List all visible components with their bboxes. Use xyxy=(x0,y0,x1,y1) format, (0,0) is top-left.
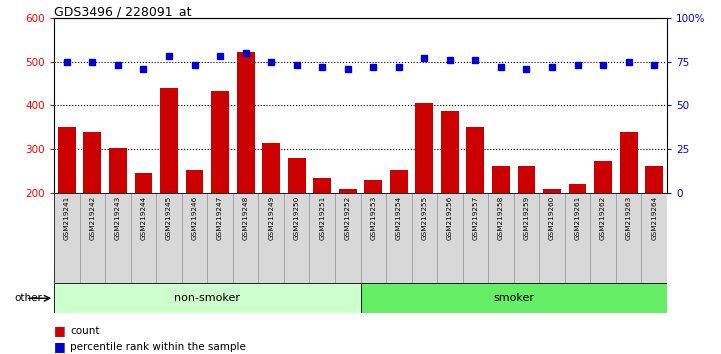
Bar xyxy=(441,110,459,280)
Bar xyxy=(360,193,386,283)
Text: ■: ■ xyxy=(54,325,66,337)
Bar xyxy=(415,103,433,280)
Bar xyxy=(619,132,637,280)
Bar xyxy=(466,127,485,280)
Bar xyxy=(54,193,79,283)
Text: GSM219250: GSM219250 xyxy=(293,196,300,240)
Bar xyxy=(211,91,229,280)
Text: count: count xyxy=(70,326,99,336)
Bar xyxy=(284,193,309,283)
Text: GSM219258: GSM219258 xyxy=(498,196,504,240)
Bar xyxy=(645,166,663,280)
Text: GDS3496 / 228091_at: GDS3496 / 228091_at xyxy=(54,5,192,18)
Bar xyxy=(236,52,255,280)
Bar xyxy=(492,166,510,280)
Text: GSM219251: GSM219251 xyxy=(319,196,325,240)
Bar xyxy=(335,193,360,283)
Bar xyxy=(539,193,565,283)
Text: GSM219243: GSM219243 xyxy=(115,196,121,240)
Bar xyxy=(513,193,539,283)
Text: GSM219242: GSM219242 xyxy=(89,196,95,240)
Bar xyxy=(135,173,152,280)
Bar xyxy=(543,189,561,280)
Bar xyxy=(105,193,131,283)
Bar xyxy=(590,193,616,283)
Bar xyxy=(594,161,612,280)
Bar xyxy=(463,193,488,283)
Bar xyxy=(156,193,182,283)
Bar xyxy=(360,283,667,313)
Text: GSM219249: GSM219249 xyxy=(268,196,274,240)
Bar xyxy=(160,88,178,280)
Bar xyxy=(182,193,208,283)
Bar xyxy=(565,193,590,283)
Text: GSM219245: GSM219245 xyxy=(166,196,172,240)
Text: GSM219256: GSM219256 xyxy=(447,196,453,240)
Bar xyxy=(258,193,284,283)
Text: GSM219255: GSM219255 xyxy=(421,196,428,240)
Bar xyxy=(488,193,514,283)
Bar xyxy=(58,127,76,280)
Text: GSM219257: GSM219257 xyxy=(472,196,479,240)
Bar xyxy=(109,148,127,280)
Bar xyxy=(288,158,306,280)
Bar xyxy=(208,193,233,283)
Bar xyxy=(185,170,203,280)
Bar xyxy=(437,193,463,283)
Bar xyxy=(79,193,105,283)
Text: GSM219244: GSM219244 xyxy=(141,196,146,240)
Bar xyxy=(233,193,258,283)
Text: GSM219248: GSM219248 xyxy=(242,196,249,240)
Text: ■: ■ xyxy=(54,341,66,353)
Text: GSM219241: GSM219241 xyxy=(64,196,70,240)
Bar xyxy=(390,170,408,280)
Text: GSM219259: GSM219259 xyxy=(523,196,529,240)
Text: GSM219254: GSM219254 xyxy=(396,196,402,240)
Bar xyxy=(131,193,156,283)
Bar xyxy=(84,132,102,280)
Bar xyxy=(262,143,280,280)
Bar xyxy=(313,178,331,280)
Text: GSM219247: GSM219247 xyxy=(217,196,223,240)
Bar xyxy=(339,189,357,280)
Text: GSM219260: GSM219260 xyxy=(549,196,555,240)
Text: GSM219262: GSM219262 xyxy=(600,196,606,240)
Text: percentile rank within the sample: percentile rank within the sample xyxy=(70,342,246,352)
Bar xyxy=(386,193,412,283)
Bar xyxy=(54,283,360,313)
Bar xyxy=(569,184,586,280)
Text: smoker: smoker xyxy=(493,293,534,303)
Text: GSM219263: GSM219263 xyxy=(626,196,632,240)
Text: GSM219261: GSM219261 xyxy=(575,196,580,240)
Bar xyxy=(518,166,536,280)
Text: other: other xyxy=(14,293,43,303)
Bar xyxy=(642,193,667,283)
Text: non-smoker: non-smoker xyxy=(174,293,240,303)
Text: GSM219253: GSM219253 xyxy=(371,196,376,240)
Bar xyxy=(412,193,437,283)
Bar xyxy=(309,193,335,283)
Text: GSM219252: GSM219252 xyxy=(345,196,350,240)
Text: GSM219246: GSM219246 xyxy=(192,196,198,240)
Text: GSM219264: GSM219264 xyxy=(651,196,657,240)
Bar xyxy=(364,180,382,280)
Bar xyxy=(616,193,642,283)
